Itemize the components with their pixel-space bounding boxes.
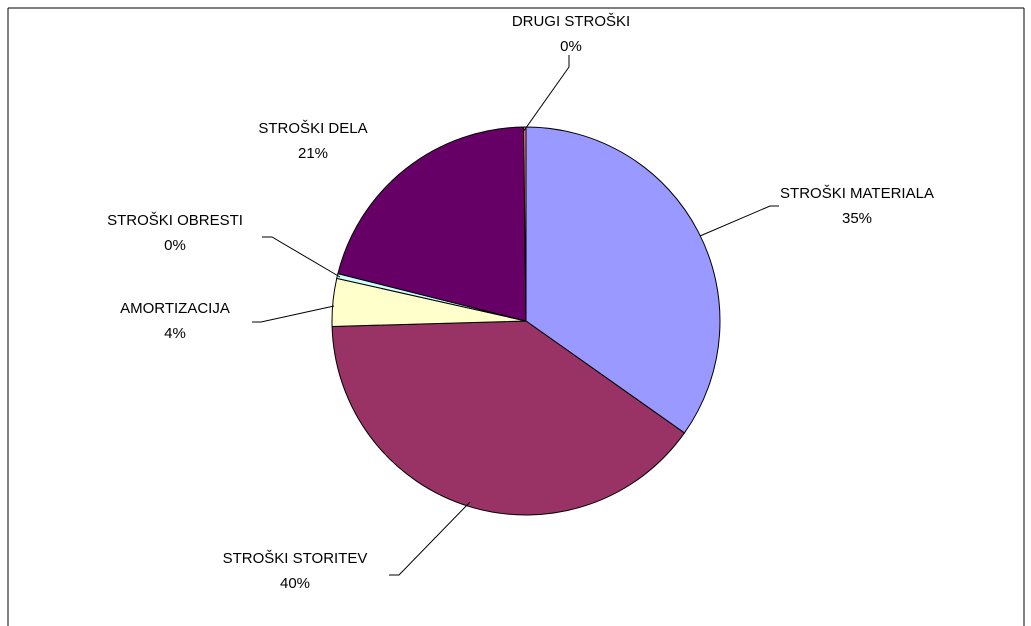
- slice-stroski-materiala: [525, 126, 721, 434]
- slice-labels: STROŠKI MATERIALA 35% STROŠKI STORITEV 40% A…: [107, 13, 934, 592]
- slice-percent-amortizacija: 4%: [164, 325, 186, 342]
- slice-label-stroski-storitev: STROŠKI STORITEV: [223, 550, 368, 567]
- leader-line-drugi-stroski: [522, 55, 570, 133]
- pie-slices: [331, 126, 721, 516]
- leader-line-stroski-storitev: [389, 501, 471, 576]
- slice-stroski-storitev: [331, 320, 686, 516]
- leader-line-amortizacija: [252, 305, 335, 323]
- leader-line-stroski-obresti: [262, 236, 341, 278]
- slice-percent-stroski-storitev: 40%: [280, 575, 310, 592]
- slice-label-stroski-obresti: STROŠKI OBRESTI: [107, 212, 243, 229]
- slice-label-amortizacija: AMORTIZACIJA: [120, 300, 230, 317]
- slice-percent-stroski-obresti: 0%: [164, 237, 186, 254]
- slice-label-stroski-dela: STROŠKI DELA: [258, 120, 367, 137]
- slice-percent-stroski-materiala: 35%: [842, 210, 872, 227]
- slice-stroski-dela: [337, 126, 527, 322]
- leader-lines: [252, 55, 779, 576]
- leader-line-stroski-materiala: [699, 205, 779, 237]
- slice-percent-stroski-dela: 21%: [298, 145, 328, 162]
- slice-label-drugi-stroski: DRUGI STROŠKI: [512, 13, 630, 30]
- slice-label-stroski-materiala: STROŠKI MATERIALA: [780, 185, 934, 202]
- slice-percent-drugi-stroski: 0%: [560, 38, 582, 55]
